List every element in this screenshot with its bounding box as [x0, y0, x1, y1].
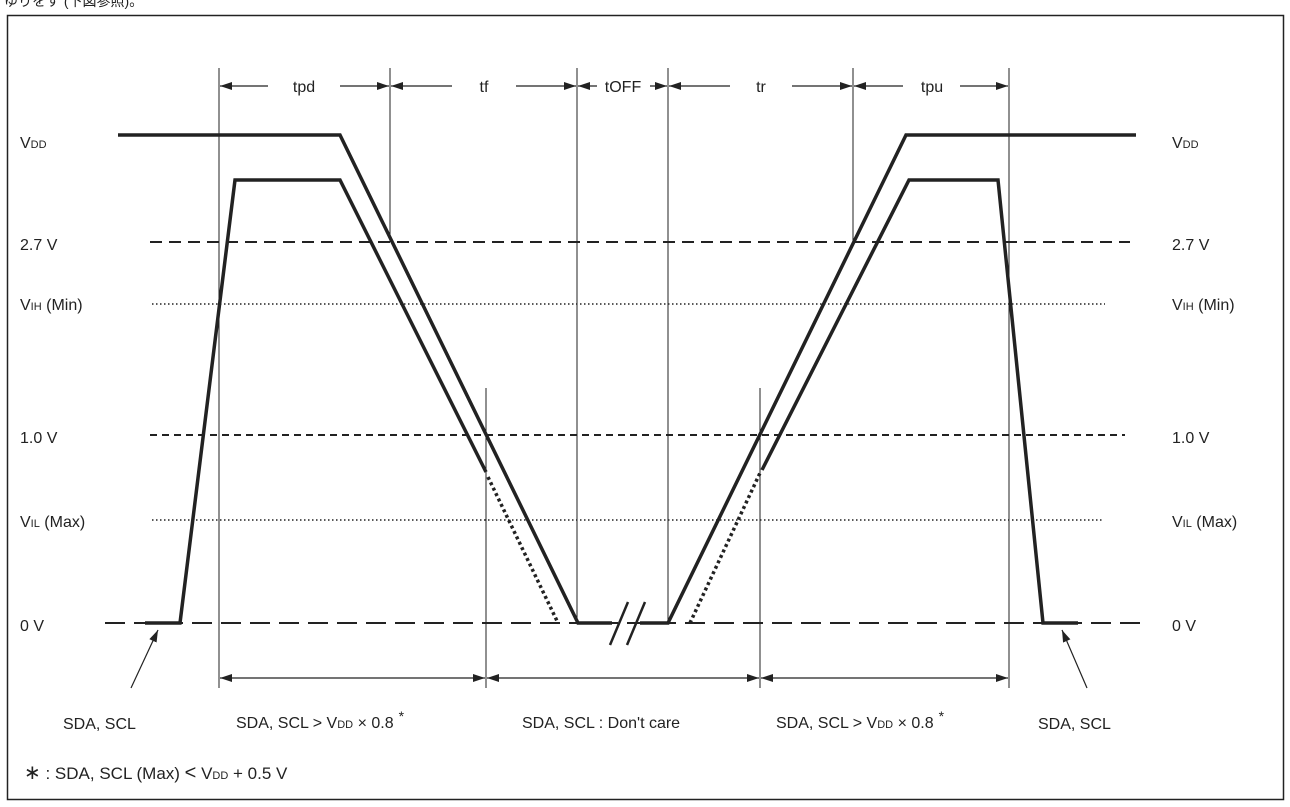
right-level-labels: VDD 2.7 V VIH (Min) 1.0 V VIL (Max) 0 V — [1172, 135, 1237, 635]
sda-scl-waveform-right — [760, 178, 1078, 625]
label-2-7v-right: 2.7 V — [1172, 237, 1210, 254]
label-vdd-left: VDD — [20, 135, 47, 152]
timing-arrow-tpu: tpu — [854, 79, 1008, 96]
label-0v-right: 0 V — [1172, 618, 1196, 635]
label-vdd-right: VDD — [1172, 135, 1199, 152]
footnote: ∗ : SDA, SCL (Max) < VDD + 0.5 V — [24, 762, 288, 784]
pointer-left — [130, 629, 159, 689]
left-level-labels: VDD 2.7 V VIH (Min) 1.0 V VIL (Max) 0 V — [20, 135, 85, 635]
label-vil-left: VIL (Max) — [20, 514, 85, 531]
label-0v-left: 0 V — [20, 618, 44, 635]
sda-scl-waveform-left — [145, 178, 488, 625]
label-interval-2: SDA, SCL : Don't care — [522, 715, 680, 732]
break-mark-1 — [608, 601, 630, 646]
label-vih-right: VIH (Min) — [1172, 297, 1235, 314]
label-interval-3: SDA, SCL > VDD × 0.8 * — [776, 708, 945, 732]
break-mark-2 — [625, 601, 647, 646]
sda-scl-dotted-rise — [688, 472, 762, 624]
timing-label-tr: tr — [756, 79, 766, 96]
timing-label-tpd: tpd — [293, 79, 315, 96]
label-sda-scl-left: SDA, SCL — [63, 716, 136, 733]
vdd-waveform-rise — [640, 133, 1136, 625]
label-interval-1: SDA, SCL > VDD × 0.8 * — [236, 708, 405, 732]
sda-scl-dotted-fall — [486, 476, 560, 624]
timing-arrow-tf: tf — [391, 79, 576, 96]
vdd-waveform — [118, 133, 612, 625]
label-sda-scl-right: SDA, SCL — [1038, 716, 1111, 733]
timing-label-tpu: tpu — [921, 79, 943, 96]
timing-label-tf: tf — [480, 79, 489, 96]
header-fragment: ゆりをす (下図参照)。 — [4, 0, 143, 9]
label-2-7v-left: 2.7 V — [20, 237, 58, 254]
figure-frame — [6, 14, 1285, 801]
timing-arrow-toff: tOFF — [578, 79, 667, 96]
timing-label-toff: tOFF — [605, 79, 642, 96]
label-1-0v-right: 1.0 V — [1172, 430, 1210, 447]
label-vil-right: VIL (Max) — [1172, 514, 1237, 531]
label-1-0v-left: 1.0 V — [20, 430, 58, 447]
timing-arrow-tpd: tpd — [220, 79, 389, 96]
pointer-right — [1061, 629, 1088, 689]
timing-arrow-tr: tr — [669, 79, 852, 96]
label-vih-left: VIH (Min) — [20, 297, 83, 314]
